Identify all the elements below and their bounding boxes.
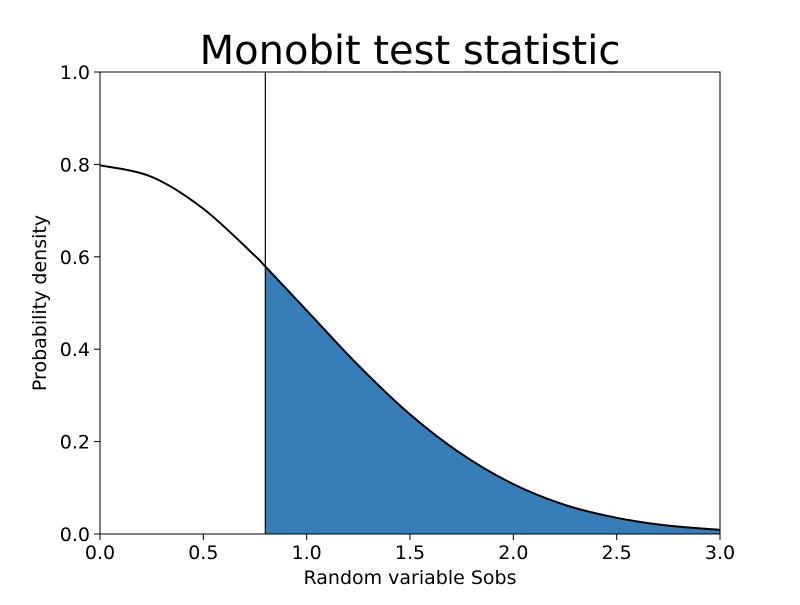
x-tick-label: 1.0 (292, 542, 322, 564)
x-tick-label: 3.0 (705, 542, 735, 564)
x-tick-label: 0.5 (188, 542, 218, 564)
y-tick-label: 0.4 (60, 339, 90, 361)
y-tick-label: 0.8 (60, 154, 90, 176)
plot-area (99, 71, 721, 535)
y-tick-label: 1.0 (60, 62, 90, 84)
shaded-tail-area (265, 266, 720, 534)
x-tick-label: 2.5 (602, 542, 632, 564)
x-tick-label: 2.0 (498, 542, 528, 564)
y-tick-label: 0.0 (60, 524, 90, 546)
density-curve (99, 164, 721, 531)
x-axis-label: Random variable Sobs (303, 567, 516, 589)
axis-ticks: 0.0 0.5 1.0 1.5 2.0 2.5 3.0 0.0 0.2 0.4 0.6 0.8 1.0 (60, 62, 735, 564)
y-tick-label: 0.2 (60, 432, 90, 454)
chart-title: Monobit test statistic (200, 28, 621, 74)
x-tick-label: 0.0 (85, 542, 115, 564)
y-tick-label: 0.6 (60, 247, 90, 269)
y-axis-label: Probability density (29, 215, 51, 391)
x-tick-label: 1.5 (395, 542, 425, 564)
